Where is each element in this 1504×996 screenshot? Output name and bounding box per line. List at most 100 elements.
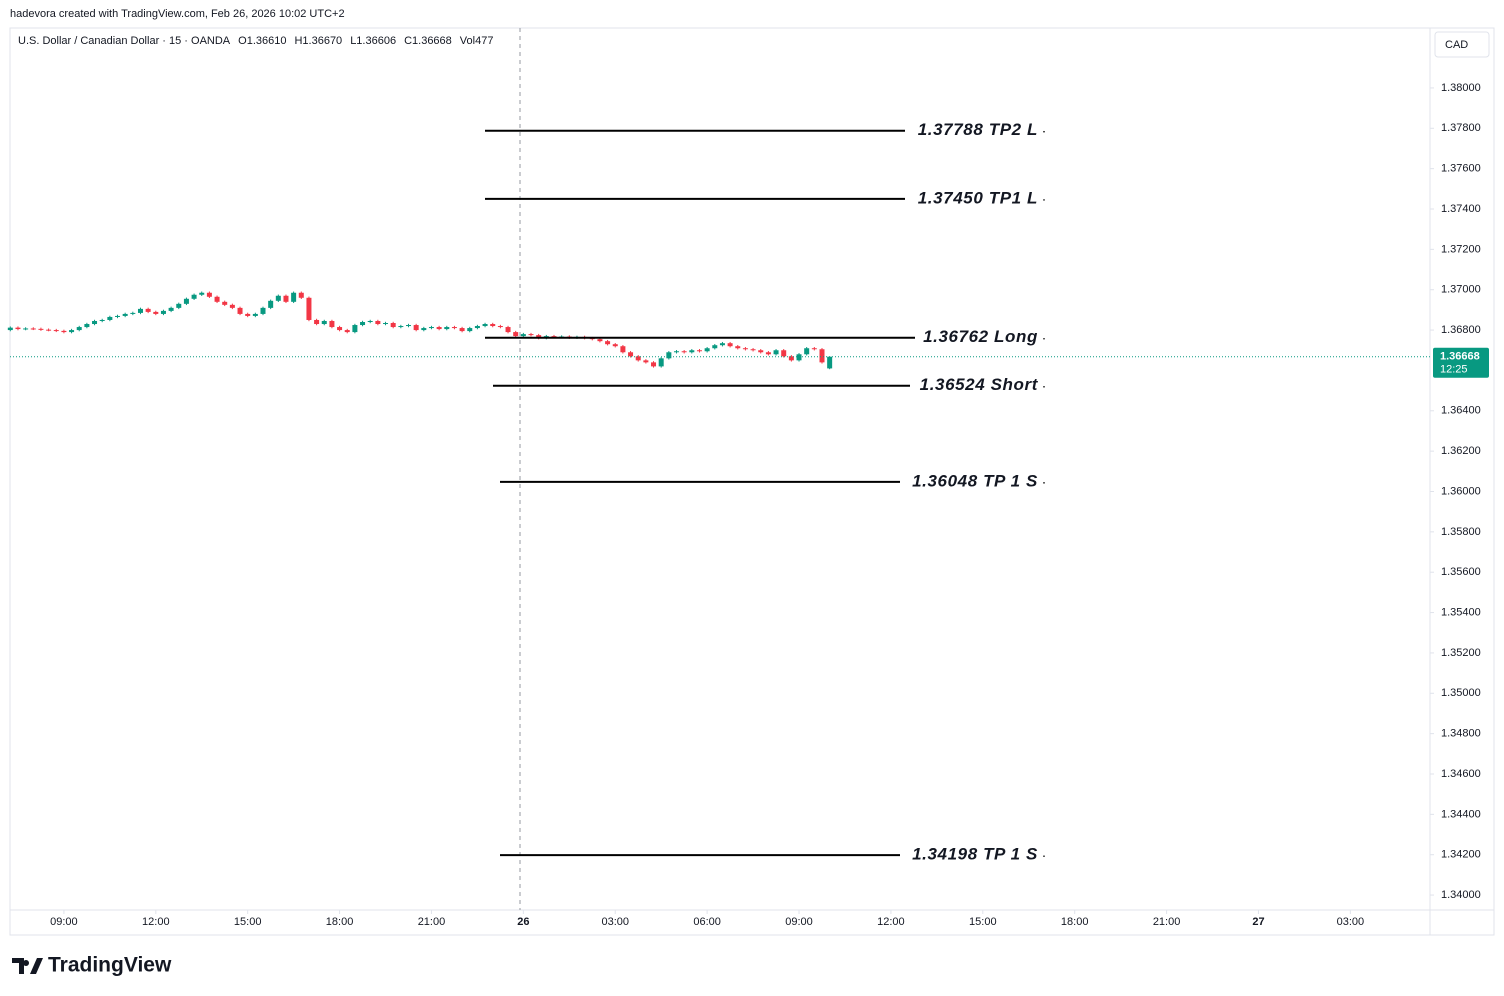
legend-value: C1.36668 <box>404 35 452 47</box>
level-label: 1.37450 TP1 L <box>918 188 1038 207</box>
level-label: 1.37788 TP2 L <box>918 120 1038 139</box>
candle-body <box>7 327 13 331</box>
x-tick-label: 03:00 <box>601 916 629 928</box>
candle-body <box>61 330 67 333</box>
candle-body <box>383 323 389 325</box>
candle-body <box>742 348 748 350</box>
candle-body <box>796 354 802 361</box>
candle-body <box>283 295 289 302</box>
candle-body <box>528 334 534 336</box>
candle-body <box>390 323 396 328</box>
candle-body <box>99 319 105 321</box>
candle-body <box>321 320 327 325</box>
level-dot <box>1043 337 1045 340</box>
candle-body <box>643 360 649 363</box>
y-tick-label: 1.35600 <box>1441 566 1481 578</box>
candle-body <box>260 307 266 314</box>
candle-body <box>46 329 52 331</box>
candle-body <box>53 330 59 332</box>
candle-body <box>84 324 90 328</box>
x-tick-label: 15:00 <box>969 916 997 928</box>
candle-body <box>183 298 189 304</box>
logo-icon <box>12 958 43 974</box>
chart-frame <box>9 27 1495 936</box>
candle-body <box>681 351 687 353</box>
candle-body <box>23 328 29 330</box>
candle-body <box>428 327 434 329</box>
candle-body <box>689 350 695 353</box>
candle-body <box>727 343 733 347</box>
candle-body <box>275 295 281 301</box>
x-tick-label: 18:00 <box>1061 916 1089 928</box>
y-tick-label: 1.38000 <box>1441 82 1481 94</box>
candle-body <box>719 343 725 346</box>
candle-body <box>153 311 159 314</box>
candle-body <box>674 351 680 353</box>
candle-body <box>222 301 228 305</box>
candle-body <box>122 313 128 316</box>
candle-body <box>811 348 817 350</box>
candle-body <box>367 320 373 322</box>
candle-body <box>513 332 519 337</box>
candle-body <box>298 292 304 298</box>
currency[interactable]: CAD <box>1445 39 1468 51</box>
candle-body <box>137 308 143 313</box>
candle-body <box>38 328 44 330</box>
candle-body <box>229 304 235 308</box>
x-tick-label: 03:00 <box>1337 916 1365 928</box>
price-tag <box>1433 347 1489 378</box>
candle-body <box>314 319 320 325</box>
candle-body <box>76 327 82 331</box>
candle-body <box>712 345 718 349</box>
candle-body <box>704 348 710 352</box>
legend-value: L1.36606 <box>350 35 396 47</box>
candle-body <box>773 350 779 355</box>
candle-body <box>827 356 833 369</box>
countdown: 12:25 <box>1440 364 1468 376</box>
candle-body <box>375 320 381 325</box>
candle-body <box>788 356 794 361</box>
x-tick-label: 09:00 <box>785 916 813 928</box>
y-tick-label: 1.34000 <box>1441 889 1481 901</box>
y-tick-label: 1.35200 <box>1441 647 1481 659</box>
x-tick-label: 27 <box>1252 916 1264 928</box>
candle-body <box>421 328 427 331</box>
symbol-title: U.S. Dollar / Canadian Dollar · 15 · OAN… <box>18 35 231 47</box>
candle-body <box>237 307 243 314</box>
candle-body <box>405 325 411 327</box>
candle-body <box>291 292 297 302</box>
candle-body <box>758 350 764 353</box>
currency-button[interactable] <box>1434 31 1490 58</box>
candle-body <box>459 328 465 332</box>
level-dot <box>1043 385 1045 388</box>
candle-body <box>268 300 274 308</box>
level-dot <box>1043 199 1045 201</box>
level-label: 1.36048 TP 1 S <box>912 471 1038 490</box>
candle-body <box>467 328 473 332</box>
y-tick-label: 1.37600 <box>1441 163 1481 175</box>
candle-body <box>804 348 810 355</box>
legend-value: O1.36610 <box>238 35 286 47</box>
candle-body <box>191 294 197 299</box>
candle-body <box>605 341 611 345</box>
logo-text: TradingView <box>48 954 172 977</box>
candle-body <box>635 356 641 361</box>
x-tick-label: 12:00 <box>877 916 905 928</box>
x-tick-label: 26 <box>517 916 529 928</box>
candle-body <box>245 313 251 316</box>
y-tick-label: 1.35800 <box>1441 526 1481 538</box>
candle-body <box>145 308 151 312</box>
candle-body <box>628 352 634 357</box>
candle-body <box>551 336 557 338</box>
candle-body <box>214 296 220 302</box>
y-tick-label: 1.34400 <box>1441 808 1481 820</box>
candle-body <box>107 316 113 320</box>
x-tick-label: 18:00 <box>326 916 354 928</box>
candle-body <box>482 324 488 327</box>
level-label: 1.34198 TP 1 S <box>912 845 1038 864</box>
candle-body <box>15 327 21 330</box>
x-tick-label: 06:00 <box>693 916 721 928</box>
candle-body <box>651 362 657 367</box>
x-tick-label: 21:00 <box>1153 916 1181 928</box>
